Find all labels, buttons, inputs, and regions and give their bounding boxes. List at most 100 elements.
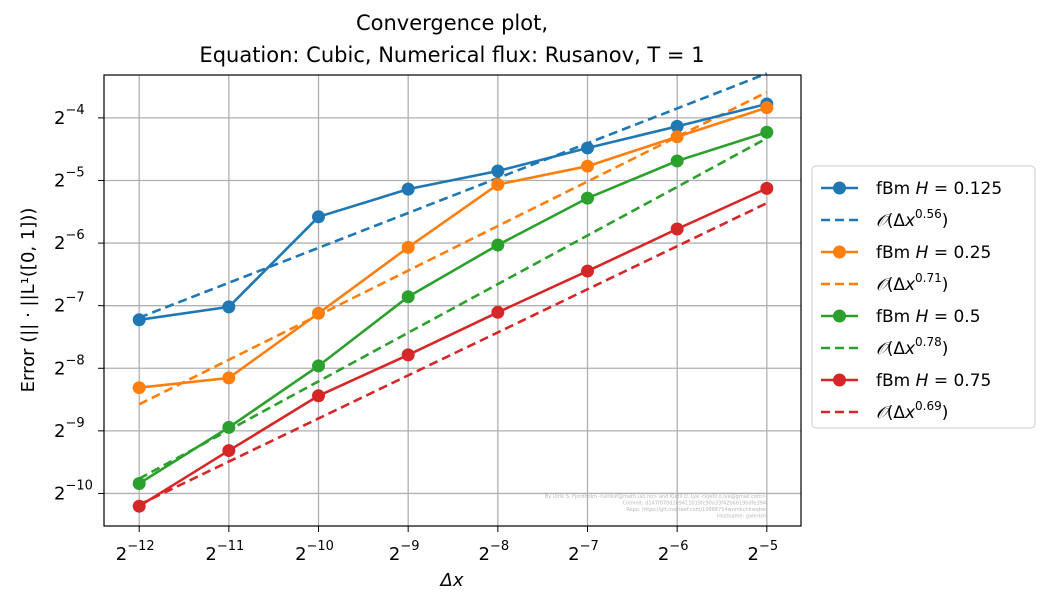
- watermark-line: Commit: d147f070d2e9411019fc90a33f42b681…: [622, 501, 766, 507]
- x-axis-label: Δx: [439, 570, 464, 591]
- data-point: [312, 210, 326, 224]
- legend-label: 𝒪(Δx0.71): [876, 271, 948, 295]
- series-line: [138, 187, 768, 508]
- fit-line: [138, 91, 768, 406]
- fit-line: [138, 201, 768, 506]
- watermark-line: Hostname: galerkin: [717, 514, 766, 520]
- legend-swatch-marker: [833, 181, 846, 195]
- series-line: [138, 131, 768, 485]
- legend-item: fBm H = 0.75: [821, 371, 991, 391]
- y-tick-label: 2−7: [54, 291, 85, 317]
- data-point: [222, 300, 236, 314]
- x-tick-label: 2−11: [205, 539, 244, 565]
- legend-label: 𝒪(Δx0.56): [876, 207, 948, 231]
- y-axis-label-text: Error (|| · ||L¹([0, 1])): [18, 208, 39, 393]
- legend-swatch-marker: [833, 245, 846, 259]
- data-point: [760, 101, 774, 115]
- legend-label: fBm H = 0.25: [876, 243, 991, 263]
- series-measured: [132, 125, 774, 491]
- legend-item: fBm H = 0.5: [821, 307, 981, 327]
- data-point: [580, 159, 594, 173]
- x-tick-label: 2−8: [479, 539, 510, 565]
- legend-label: fBm H = 0.125: [876, 179, 1002, 199]
- data-point: [401, 182, 415, 196]
- x-tick-label: 2−10: [295, 539, 334, 565]
- data-point: [491, 305, 505, 319]
- data-point: [760, 125, 774, 139]
- data-point: [401, 348, 415, 362]
- legend: fBm H = 0.125 𝒪(Δx0.56) fBm H = 0.25 𝒪(Δx0.…: [821, 179, 1002, 423]
- data-point: [312, 389, 326, 403]
- series-fit: [138, 137, 768, 480]
- y-tick-label: 2−4: [54, 103, 85, 129]
- data-point: [580, 141, 594, 155]
- series-fit: [138, 201, 768, 506]
- y-tick-label: 2−6: [54, 228, 85, 254]
- data-point: [132, 499, 146, 513]
- legend-item: fBm H = 0.25: [821, 243, 991, 263]
- y-axis-label: Error (|| · ||L¹([0, 1])): [18, 208, 39, 393]
- data-point: [222, 371, 236, 385]
- data-point: [580, 264, 594, 278]
- data-point: [132, 477, 146, 491]
- data-point: [132, 313, 146, 327]
- data-point: [312, 306, 326, 320]
- legend-item: fBm H = 0.125: [821, 179, 1002, 199]
- legend-label: fBm H = 0.75: [876, 371, 991, 391]
- y-tick-label: 2−10: [54, 478, 93, 504]
- legend-swatch-marker: [833, 309, 846, 323]
- data-point: [670, 130, 684, 144]
- watermark: By Ulrik S. Fjordholm <ulriksf@math.uio.…: [545, 494, 766, 520]
- x-tick-label: 2−6: [658, 539, 689, 565]
- legend-label: 𝒪(Δx0.69): [876, 399, 948, 423]
- data-point: [670, 154, 684, 168]
- series-measured: [132, 101, 774, 395]
- watermark-line: By Ulrik S. Fjordholm <ulriksf@math.uio.…: [545, 494, 766, 500]
- x-tick-label: 2−12: [116, 539, 155, 565]
- data-point: [760, 181, 774, 195]
- fit-line: [138, 72, 768, 319]
- legend-item: 𝒪(Δx0.78): [821, 335, 948, 359]
- y-tick-label: 2−5: [54, 165, 85, 191]
- axis-ticks: 2−12 2−11 2−10 2−9 2−8 2−7 2−6 2−5 2−10 2−9 2−8 2−7…: [54, 103, 778, 565]
- legend-swatch-marker: [833, 373, 846, 387]
- series-line: [139, 106, 768, 389]
- chart-title-line-1: Convergence plot,: [356, 11, 548, 35]
- data-point: [670, 119, 684, 133]
- data-point: [312, 359, 326, 373]
- y-tick-label: 2−9: [54, 416, 85, 442]
- legend-label: fBm H = 0.5: [876, 307, 981, 327]
- series-line: [138, 102, 768, 322]
- legend-item: 𝒪(Δx0.69): [821, 399, 948, 423]
- data-point: [491, 177, 505, 191]
- x-tick-label: 2−9: [389, 539, 420, 565]
- data-point: [222, 444, 236, 458]
- data-point: [401, 240, 415, 254]
- series-measured: [132, 181, 774, 513]
- data-point: [491, 238, 505, 252]
- x-axis-label-text: Δx: [439, 570, 464, 591]
- data-point: [401, 290, 415, 304]
- chart-title-line-2: Equation: Cubic, Numerical flux: Rusanov…: [199, 43, 704, 67]
- series-fit: [138, 91, 768, 406]
- data-point: [670, 222, 684, 236]
- x-tick-label: 2−5: [748, 539, 779, 565]
- data-point: [580, 191, 594, 205]
- data-point: [491, 164, 505, 178]
- series-fit: [138, 72, 768, 319]
- fit-line: [138, 137, 768, 480]
- y-tick-label: 2−8: [54, 353, 85, 379]
- legend-item: 𝒪(Δx0.56): [821, 207, 948, 231]
- legend-label: 𝒪(Δx0.78): [876, 335, 948, 359]
- legend-box: [811, 165, 1036, 429]
- grid: [104, 75, 801, 526]
- plot-series: [132, 72, 774, 513]
- data-point: [222, 420, 236, 434]
- watermark-line: Repo: https://git.overleaf.com/10988714w…: [626, 507, 766, 513]
- legend-item: 𝒪(Δx0.71): [821, 271, 948, 295]
- x-tick-label: 2−7: [568, 539, 599, 565]
- data-point: [132, 381, 146, 395]
- plot-frame: [103, 74, 802, 527]
- series-measured: [132, 97, 774, 327]
